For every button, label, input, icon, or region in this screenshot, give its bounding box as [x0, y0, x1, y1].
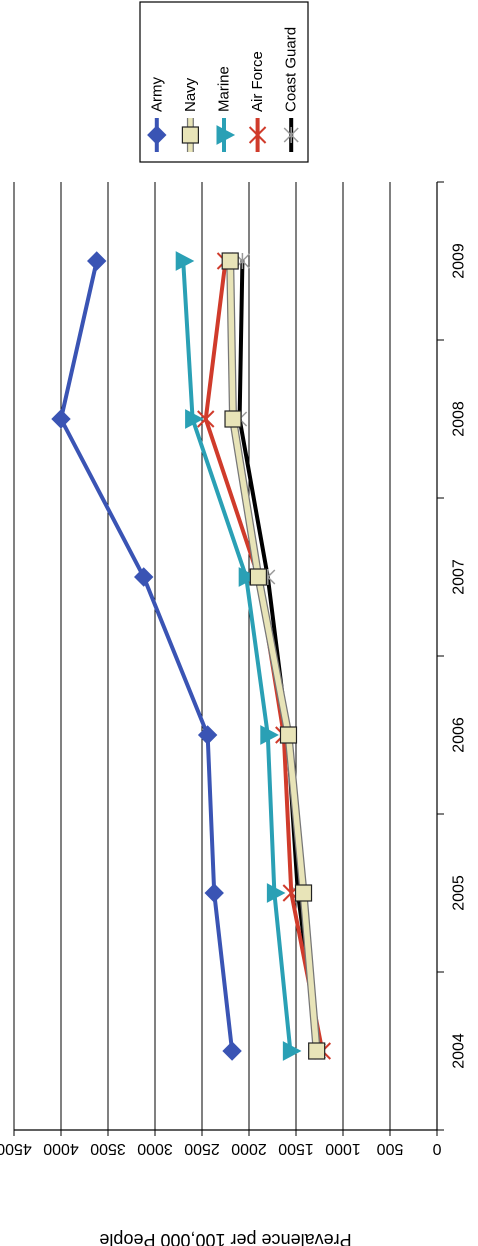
- category-tick-label: 2006: [451, 717, 468, 753]
- value-tick-label: 3500: [90, 1140, 126, 1157]
- legend-item-navy: Navy: [181, 77, 199, 152]
- legend-label: Marine: [216, 66, 233, 112]
- marker-diamond: [222, 1041, 242, 1061]
- marker-square: [249, 568, 267, 586]
- marker-square: [224, 410, 242, 428]
- value-tick-label: 0: [432, 1140, 441, 1157]
- series-marine: [175, 251, 302, 1061]
- marker-triangle: [185, 409, 204, 429]
- marker-x: [197, 410, 215, 428]
- series-line: [181, 259, 293, 1053]
- marker-square: [221, 252, 239, 270]
- value-tick-label: 4500: [0, 1140, 32, 1157]
- value-tick-label: 2500: [184, 1140, 220, 1157]
- series-group: [51, 251, 332, 1061]
- marker-stroke: [197, 410, 215, 428]
- legend-item-marine: Marine: [216, 66, 236, 152]
- series-army: [51, 251, 242, 1061]
- category-tick-label: 2004: [451, 1033, 468, 1069]
- marker-x: [248, 126, 267, 144]
- marker-square: [294, 884, 313, 902]
- value-tick-label: 3000: [137, 1140, 173, 1157]
- category-tick-label: 2005: [451, 875, 468, 911]
- legend-label: Navy: [182, 77, 199, 112]
- legend-item-army: Army: [147, 77, 167, 152]
- marker-diamond: [147, 125, 167, 145]
- marker-triangle: [216, 125, 236, 145]
- legend: Army Navy Marine Air Force Coast Guard: [139, 1, 309, 163]
- series-line: [227, 258, 320, 1054]
- value-axis-title: Prevalence per 100,000 People: [99, 1230, 351, 1246]
- value-tick-label: 4000: [43, 1140, 79, 1157]
- legend-label: Army: [148, 77, 165, 112]
- marker-diamond: [134, 567, 154, 587]
- marker-square: [181, 126, 199, 144]
- category-tick-label: 2009: [451, 243, 468, 279]
- series-line: [59, 259, 235, 1053]
- marker-triangle: [260, 725, 279, 745]
- value-tick-label: 1500: [278, 1140, 314, 1157]
- marker-diamond: [51, 409, 71, 429]
- plot-area: [14, 182, 437, 1130]
- marker-triangle: [238, 567, 258, 587]
- gridlines: [13, 182, 438, 1130]
- legend-label: Coast Guard: [283, 27, 300, 112]
- marker-stroke: [248, 126, 267, 144]
- legend-label: Air Force: [249, 51, 266, 112]
- value-tick-label: 1000: [325, 1140, 361, 1157]
- legend-item-air-force: Air Force: [248, 51, 267, 152]
- marker-asterisk: [283, 127, 299, 143]
- marker-triangle: [266, 883, 286, 903]
- legend-item-coast-guard: Coast Guard: [283, 27, 300, 152]
- marker-triangle: [175, 251, 195, 271]
- marker-square: [308, 1042, 326, 1060]
- marker-triangle: [282, 1041, 302, 1061]
- marker-diamond: [197, 725, 218, 745]
- value-ticks: 0 500 1000 1500 2000 2500 3000 3500 4000 4500: [0, 1130, 441, 1157]
- marker-square: [279, 726, 298, 744]
- value-tick-label: 2000: [231, 1140, 267, 1157]
- series-navy: [221, 252, 326, 1060]
- value-tick-label: 500: [377, 1140, 404, 1157]
- category-tick-label: 2007: [451, 559, 468, 595]
- series-line: [237, 259, 321, 1053]
- marker-diamond: [87, 251, 107, 271]
- marker-diamond: [204, 883, 224, 903]
- category-ticks: 2004 2005 2006 2007 2008 2009: [437, 181, 468, 1131]
- category-tick-label: 2008: [451, 401, 468, 437]
